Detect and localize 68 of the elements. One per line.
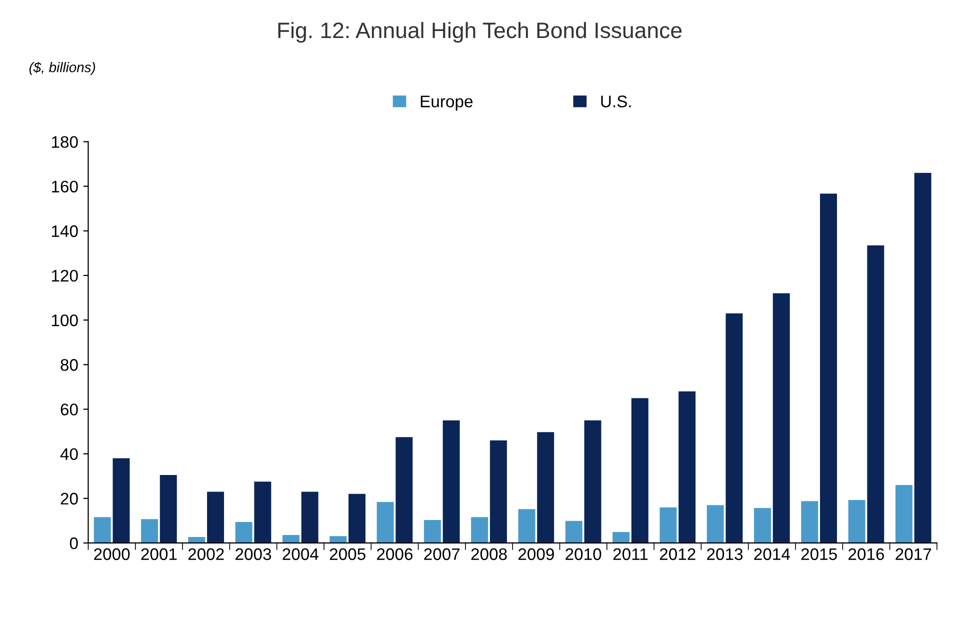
y-tick-label: 180	[52, 136, 78, 148]
x-tick-label: 2000	[94, 548, 130, 560]
x-tick-label: 2007	[424, 548, 460, 560]
bar	[207, 492, 224, 543]
bar	[660, 507, 677, 543]
bar	[678, 391, 696, 543]
bar	[706, 505, 724, 543]
bar	[282, 534, 300, 543]
x-tick-label: 2014	[754, 548, 790, 560]
bar	[820, 194, 837, 543]
bar	[490, 440, 507, 543]
x-tick-label: 2015	[801, 548, 837, 560]
x-tick-label: 2006	[377, 548, 413, 560]
bar	[348, 494, 366, 543]
x-tick-label: 2002	[188, 548, 224, 560]
bar	[254, 482, 272, 543]
x-tick-label: 2003	[236, 548, 272, 560]
x-tick-label: 2017	[896, 548, 932, 560]
bar	[584, 420, 602, 543]
y-tick-label: 120	[52, 270, 78, 282]
bar	[801, 501, 818, 543]
bar	[848, 500, 866, 543]
bar	[772, 293, 790, 543]
bar	[424, 520, 441, 543]
bar	[867, 245, 884, 543]
x-tick-label: 2016	[848, 548, 884, 560]
bar	[914, 172, 932, 543]
y-tick-label: 60	[60, 404, 78, 416]
bar	[160, 474, 177, 543]
bar	[396, 437, 413, 543]
x-tick-label: 2010	[566, 548, 602, 560]
bar	[895, 485, 912, 543]
bar	[94, 517, 111, 543]
legend-label: Europe	[420, 96, 473, 111]
bar	[188, 536, 206, 543]
bar	[301, 492, 318, 543]
x-tick-label: 2008	[471, 548, 507, 560]
bar	[376, 502, 394, 543]
bar	[141, 519, 158, 543]
y-tick-label: 0	[70, 537, 78, 550]
y-tick-label: 20	[60, 492, 78, 505]
bar	[518, 509, 536, 543]
y-tick-label: 140	[52, 225, 78, 238]
x-tick-label: 2011	[613, 548, 648, 560]
bar	[565, 520, 582, 543]
bar	[330, 536, 347, 543]
x-tick-label: 2004	[282, 548, 318, 560]
x-tick-label: 2012	[660, 548, 696, 560]
x-tick-label: 2009	[518, 548, 554, 560]
y-tick-label: 40	[60, 448, 78, 460]
bar	[612, 532, 630, 543]
chart-title: Fig. 12: Annual High Tech Bond Issuance	[278, 22, 682, 43]
y-tick-label: 100	[52, 314, 78, 326]
bar	[471, 517, 488, 543]
bar	[537, 432, 554, 543]
y-tick-label: 80	[60, 359, 78, 371]
bar	[754, 508, 771, 543]
x-tick-label: 2013	[707, 548, 743, 560]
bar	[442, 420, 460, 543]
bar	[726, 313, 743, 543]
y-tick-label: 160	[52, 180, 78, 192]
bar	[235, 522, 252, 543]
bar	[631, 398, 648, 543]
x-tick-label: 2001	[141, 548, 177, 560]
bar	[112, 458, 130, 543]
x-tick-label: 2005	[330, 548, 366, 560]
y-axis-title: ($, billions)	[29, 62, 96, 75]
legend-label: U.S.	[601, 96, 631, 108]
